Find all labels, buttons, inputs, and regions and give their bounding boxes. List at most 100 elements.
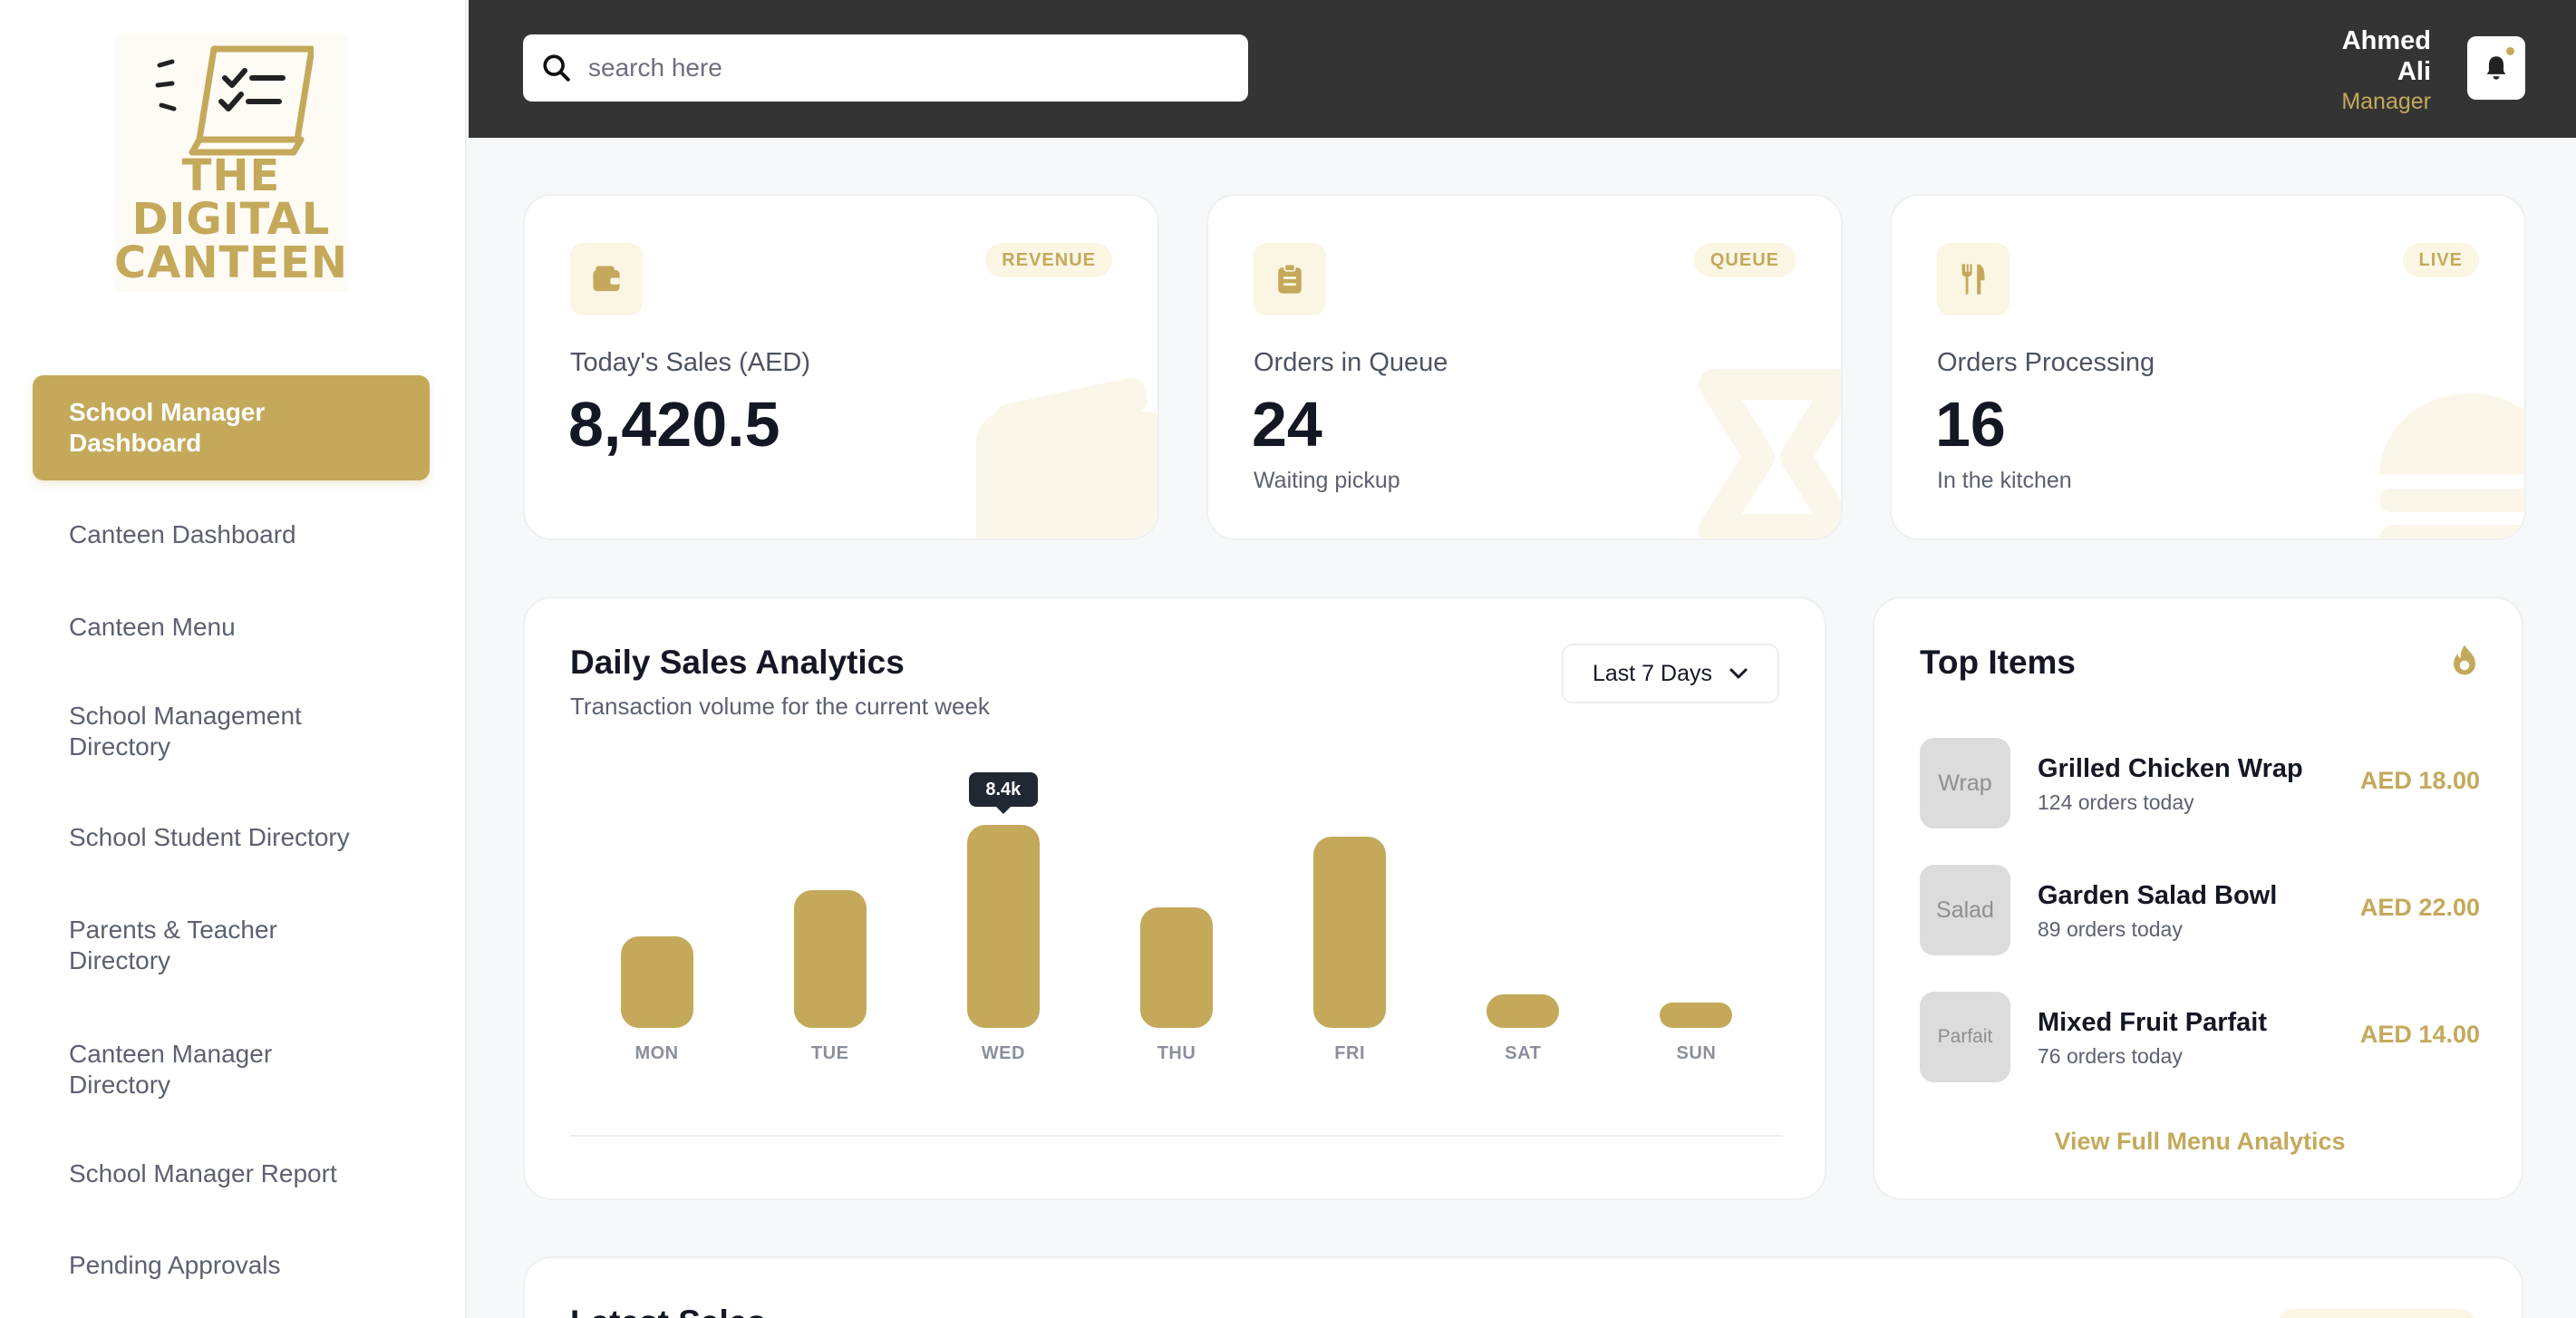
item-orders: 89 orders today (2038, 917, 2183, 941)
stat-value: 16 (1935, 389, 2006, 460)
digital-canteen-logo[interactable]: THE DIGITAL CANTEEN (114, 33, 348, 292)
utensils-icon (1961, 264, 1985, 295)
bar-mon[interactable] (620, 935, 693, 1028)
top-items-title: Top Items (1920, 644, 2076, 681)
bar-thu[interactable] (1140, 906, 1213, 1028)
sidebar-item-school-manager-dashboard[interactable]: School Manager Dashboard (33, 375, 430, 480)
item-price: AED 22.00 (2359, 894, 2480, 921)
burger-watermark-icon (2379, 393, 2524, 538)
date-range-label: Last 7 Days (1592, 660, 1712, 686)
date-range-dropdown[interactable]: Last 7 Days (1562, 644, 1779, 703)
bar-sat[interactable] (1487, 993, 1560, 1028)
clipboard-icon-box (1254, 243, 1326, 315)
sidebar-item-school-manager-report[interactable]: School Manager Report (33, 1126, 430, 1222)
latest-sales-card: Latest Sales (523, 1256, 2523, 1318)
sidebar-item-canteen-menu[interactable]: Canteen Menu (33, 589, 430, 665)
top-bar: Ahmed Ali Manager (469, 0, 2576, 138)
sidebar-item-label: School Manager Dashboard (69, 398, 266, 457)
logo-line-2: DIGITAL (131, 194, 331, 245)
x-tick-label: FRI (1334, 1043, 1365, 1063)
item-price: AED 18.00 (2359, 767, 2480, 794)
search-box[interactable] (523, 34, 1248, 102)
sidebar-item-label: School Management Directory (69, 702, 302, 761)
wallet-watermark-icon (976, 377, 1157, 538)
bell-icon (2486, 56, 2506, 80)
sidebar-item-canteen-manager-directory[interactable]: Canteen Manager Directory (33, 1013, 430, 1126)
fire-icon (2454, 644, 2475, 675)
top-item-row[interactable]: Salad Garden Salad Bowl 89 orders today … (1920, 865, 2480, 955)
top-item-row[interactable]: Parfait Mixed Fruit Parfait 76 orders to… (1920, 992, 2480, 1082)
stat-card-revenue: REVENUE Today's Sales (AED) 8,420.5 (523, 194, 1159, 540)
chevron-down-icon (1729, 668, 1748, 679)
view-full-menu-analytics-link[interactable]: View Full Menu Analytics (2054, 1128, 2346, 1155)
item-orders: 76 orders today (2038, 1044, 2183, 1068)
x-tick-label: TUE (810, 1043, 849, 1063)
item-thumbnail: Wrap (1920, 738, 2010, 829)
revenue-badge: REVENUE (985, 243, 1112, 277)
stat-subtext: Waiting pickup (1254, 468, 1400, 493)
sidebar-nav: School Manager Dashboard Canteen Dashboa… (33, 375, 430, 1309)
sidebar-item-school-student-directory[interactable]: School Student Directory (33, 798, 430, 877)
user-first-name: Ahmed (2341, 26, 2431, 55)
x-tick-label: WED (981, 1043, 1025, 1063)
queue-badge: QUEUE (1693, 243, 1796, 277)
item-thumbnail: Salad (1920, 865, 2010, 955)
item-name: Grilled Chicken Wrap (2038, 754, 2303, 783)
x-tick-label: THU (1157, 1043, 1196, 1063)
sidebar-item-label: Pending Approvals (69, 1251, 281, 1279)
bar-wed[interactable] (966, 825, 1040, 1028)
stat-label: Orders in Queue (1254, 348, 1448, 377)
sidebar-item-parents-teacher-directory[interactable]: Parents & Teacher Directory (33, 877, 430, 1013)
clipboard-icon (1278, 264, 1302, 294)
x-tick-label: MON (634, 1043, 679, 1063)
daily-sales-bar-chart: MON TUE WED 8.4k THU FRI SAT SUN (570, 772, 1783, 1115)
sidebar-item-school-management-directory[interactable]: School Management Directory (33, 665, 430, 798)
notification-dot (2506, 47, 2514, 55)
stat-label: Orders Processing (1937, 348, 2155, 377)
search-icon (543, 54, 570, 82)
sidebar: THE DIGITAL CANTEEN School Manager Dashb… (0, 0, 467, 1318)
bar-fri[interactable] (1313, 837, 1387, 1028)
item-price: AED 14.00 (2359, 1021, 2480, 1048)
wallet-icon-box (570, 243, 643, 315)
sidebar-item-label: School Student Directory (69, 823, 350, 851)
sidebar-item-label: Canteen Menu (69, 613, 236, 641)
sidebar-item-pending-approvals[interactable]: Pending Approvals (33, 1222, 430, 1309)
item-thumbnail: Parfait (1920, 992, 2010, 1082)
sidebar-item-label: Canteen Manager Directory (69, 1040, 273, 1099)
logo-line-1: THE (181, 150, 281, 201)
user-role: Manager (2341, 89, 2431, 114)
analytics-subtitle: Transaction volume for the current week (570, 693, 990, 720)
stat-label: Today's Sales (AED) (570, 348, 811, 377)
hourglass-watermark-icon (1699, 369, 1841, 538)
stat-subtext: In the kitchen (1937, 468, 2072, 493)
stat-value: 8,420.5 (568, 389, 780, 460)
top-items-card: Top Items Wrap Grilled Chicken Wrap 124 … (1873, 596, 2523, 1200)
bar-sun[interactable] (1660, 1003, 1733, 1028)
chart-divider (570, 1135, 1783, 1137)
stat-card-live: LIVE Orders Processing 16 In the kitchen (1890, 194, 2526, 540)
search-input[interactable] (588, 53, 1205, 82)
latest-sales-title: Latest Sales (570, 1303, 766, 1318)
user-last-name: Ali (2397, 57, 2431, 86)
laptop-checklist-icon (155, 45, 314, 156)
sidebar-item-label: Canteen Dashboard (69, 520, 296, 548)
logo-line-3: CANTEEN (113, 237, 349, 288)
bar-tue[interactable] (793, 890, 867, 1028)
bar-tooltip: 8.4k (968, 772, 1038, 814)
analytics-title: Daily Sales Analytics (570, 644, 905, 681)
x-tick-label: SUN (1676, 1043, 1717, 1063)
live-badge: LIVE (2402, 243, 2479, 277)
wallet-icon (593, 266, 620, 292)
top-item-row[interactable]: Wrap Grilled Chicken Wrap 124 orders tod… (1920, 738, 2480, 829)
item-orders: 124 orders today (2038, 790, 2194, 814)
item-name: Mixed Fruit Parfait (2038, 1008, 2267, 1037)
stat-value: 24 (1252, 389, 1322, 460)
notifications-button[interactable] (2467, 36, 2525, 100)
user-profile[interactable]: Ahmed Ali Manager (2341, 25, 2431, 116)
latest-sales-action-pill[interactable] (2277, 1309, 2476, 1318)
stat-card-queue: QUEUE Orders in Queue 24 Waiting pickup (1206, 194, 1843, 540)
sidebar-item-canteen-dashboard[interactable]: Canteen Dashboard (33, 480, 430, 589)
x-tick-label: SAT (1505, 1043, 1542, 1063)
sidebar-item-label: Parents & Teacher Directory (69, 916, 277, 974)
